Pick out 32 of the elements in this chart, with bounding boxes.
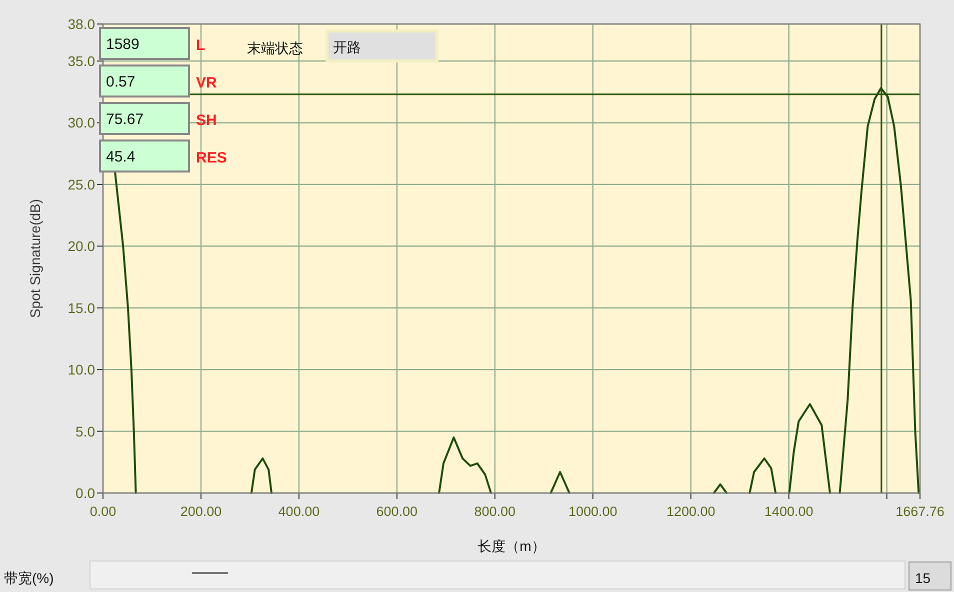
annotation: 0.57: [106, 74, 136, 90]
x-tick-label: 200.00: [180, 504, 222, 519]
x-tick-label: 0.00: [90, 504, 116, 519]
x-tick-label: 1000.00: [568, 504, 618, 519]
annotation: L: [196, 37, 206, 54]
annotation: RES: [196, 150, 227, 166]
text: 带宽(%): [4, 570, 54, 586]
text: 15: [915, 570, 931, 586]
y-tick-label: 10.0: [68, 362, 96, 378]
y-axis-title: Spot Signature(dB): [27, 198, 43, 318]
x-tick-label: 1400.00: [764, 504, 814, 519]
x-axis-title: 长度（m）: [478, 538, 546, 554]
y-tick-label: 30.0: [68, 114, 96, 131]
annotation: 末端状态: [247, 40, 303, 56]
y-tick-label: 15.0: [68, 300, 96, 316]
y-tick-label: 20.0: [68, 238, 96, 254]
x-tick-label: 1200.00: [666, 504, 716, 519]
x-tick-label: 600.00: [376, 504, 418, 519]
x-tick-label: 800.00: [474, 504, 516, 519]
annotation: 1589: [106, 36, 140, 53]
y-tick-label: 35.0: [68, 53, 96, 70]
annotation: 开路: [333, 39, 361, 55]
y-tick-label: 0.0: [76, 485, 96, 501]
annotation: 45.4: [106, 148, 136, 166]
y-tick-label: 25.0: [68, 176, 96, 192]
y-tick-label: 5.0: [76, 423, 96, 440]
annotation: VR: [196, 74, 218, 92]
annotation: SH: [196, 112, 217, 129]
y-tick-label: 38.0: [68, 16, 96, 32]
x-tick-label: 400.00: [278, 504, 320, 519]
x-tick-label: 1667.76: [896, 504, 944, 519]
annotation: 75.67: [106, 111, 144, 128]
